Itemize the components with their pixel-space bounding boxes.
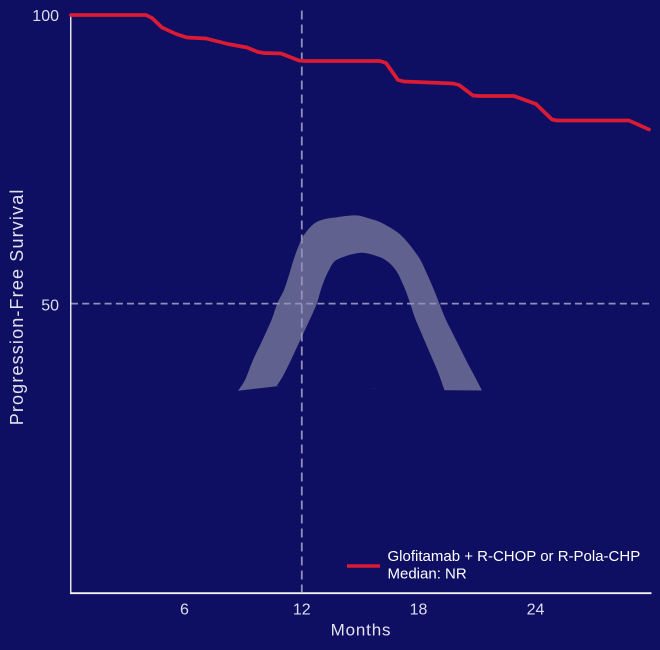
svg-text:12: 12 bbox=[293, 602, 311, 619]
svg-text:6: 6 bbox=[180, 602, 189, 619]
svg-text:Months: Months bbox=[331, 621, 392, 640]
svg-text:Progression-Free Survival: Progression-Free Survival bbox=[7, 188, 27, 425]
svg-text:50: 50 bbox=[41, 298, 59, 315]
svg-text:100: 100 bbox=[32, 8, 59, 25]
svg-text:Median: NR: Median: NR bbox=[388, 566, 467, 583]
svg-text:Glofitamab + R-CHOP or R-Pola-: Glofitamab + R-CHOP or R-Pola-CHP bbox=[388, 548, 641, 565]
svg-text:24: 24 bbox=[527, 602, 545, 619]
svg-text:18: 18 bbox=[410, 602, 428, 619]
